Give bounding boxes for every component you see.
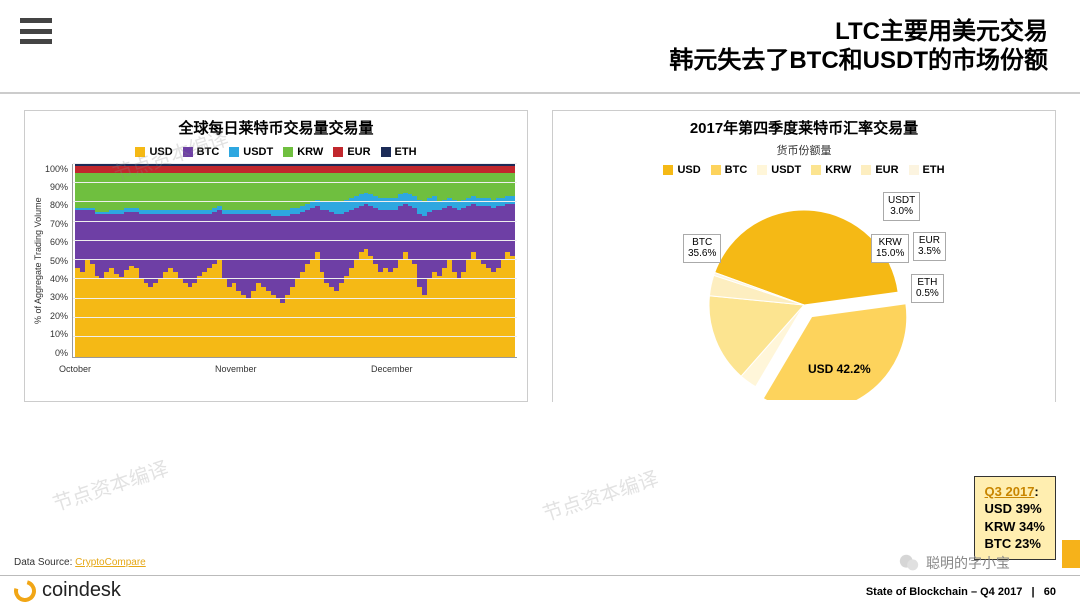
- legend-item-krw: KRW: [811, 164, 851, 176]
- header-divider: [0, 92, 1080, 94]
- q3-line: KRW 34%: [985, 519, 1045, 534]
- page-footer: State of Blockchain – Q4 2017 | 60: [866, 586, 1056, 598]
- q3-line: BTC 23%: [985, 536, 1041, 551]
- legend-item-usdt: USDT: [757, 164, 801, 176]
- x-axis-ticks: OctoberNovemberDecember: [25, 364, 527, 374]
- y-axis-ticks: 100%90%80%70%60%50%40%30%20%10%0%: [45, 164, 72, 358]
- left-chart-legend: USD BTC USDT KRW EUR ETH: [25, 144, 527, 164]
- wechat-icon: [898, 552, 920, 574]
- pie-callout-krw: KRW15.0%: [871, 234, 909, 263]
- footer-label: State of Blockchain – Q4 2017: [866, 586, 1023, 598]
- pie-callout-eth: ETH0.5%: [911, 274, 944, 303]
- watermark: 节点资本编译: [538, 462, 661, 527]
- legend-item-krw: KRW: [283, 146, 323, 158]
- q3-line: USD 39%: [985, 501, 1042, 516]
- stacked-bar-plot: [72, 164, 517, 358]
- left-chart-title: 全球每日莱特币交易量交易量: [25, 111, 527, 144]
- pie-callout-eur: EUR3.5%: [913, 232, 946, 261]
- page-title: LTC主要用美元交易 韩元失去了BTC和USDT的市场份额: [669, 18, 1048, 76]
- legend-item-btc: BTC: [183, 146, 220, 158]
- legend-item-usd: USD: [663, 164, 700, 176]
- right-chart-title: 2017年第四季度莱特币汇率交易量: [553, 111, 1055, 144]
- legend-item-btc: BTC: [711, 164, 748, 176]
- data-source: Data Source: CryptoCompare: [14, 557, 146, 568]
- page-number: 60: [1044, 586, 1056, 598]
- wechat-label: 聪明的字小宝: [926, 553, 1010, 573]
- legend-item-usdt: USDT: [229, 146, 273, 158]
- wechat-attribution: 聪明的字小宝: [898, 552, 1010, 574]
- legend-item-eur: EUR: [333, 146, 370, 158]
- pie-svg: [694, 200, 914, 400]
- y-axis-label: % of Aggregate Trading Volume: [31, 164, 45, 358]
- title-line-2: 韩元失去了BTC和USDT的市场份额: [669, 47, 1048, 76]
- left-chart-panel: 全球每日莱特币交易量交易量 USD BTC USDT KRW EUR ETH % of A…: [24, 110, 528, 402]
- right-chart-legend: USD BTC USDT KRW EUR ETH: [553, 162, 1055, 182]
- pie-callout-btc: BTC35.6%: [683, 234, 721, 263]
- right-chart-panel: 2017年第四季度莱特币汇率交易量 货币份额量 USD BTC USDT KRW EUR…: [552, 110, 1056, 402]
- brand-text: coindesk: [42, 579, 121, 602]
- menu-icon[interactable]: [20, 18, 52, 44]
- pie-label-usd: USD 42.2%: [808, 362, 871, 376]
- legend-item-eth: ETH: [909, 164, 945, 176]
- title-line-1: LTC主要用美元交易: [669, 18, 1048, 47]
- legend-item-usd: USD: [135, 146, 172, 158]
- pie-chart: BTC35.6% USDT3.0% KRW15.0%EUR3.5% ETH0.5% US…: [553, 182, 1055, 402]
- data-source-link[interactable]: CryptoCompare: [75, 557, 146, 568]
- side-tab: [1062, 540, 1080, 568]
- bar: [510, 164, 515, 357]
- q3-heading: Q3 2017: [985, 484, 1035, 499]
- legend-item-eth: ETH: [381, 146, 417, 158]
- watermark: 节点资本编译: [48, 452, 171, 517]
- legend-item-eur: EUR: [861, 164, 898, 176]
- data-source-label: Data Source:: [14, 557, 72, 568]
- right-chart-subtitle: 货币份额量: [553, 142, 1055, 158]
- coindesk-icon: [10, 575, 40, 605]
- brand-logo: coindesk: [14, 579, 121, 602]
- q3-comparison-box: Q3 2017: USD 39% KRW 34% BTC 23%: [974, 476, 1056, 560]
- footer-divider: [0, 575, 1080, 576]
- pie-callout-usdt: USDT3.0%: [883, 192, 920, 221]
